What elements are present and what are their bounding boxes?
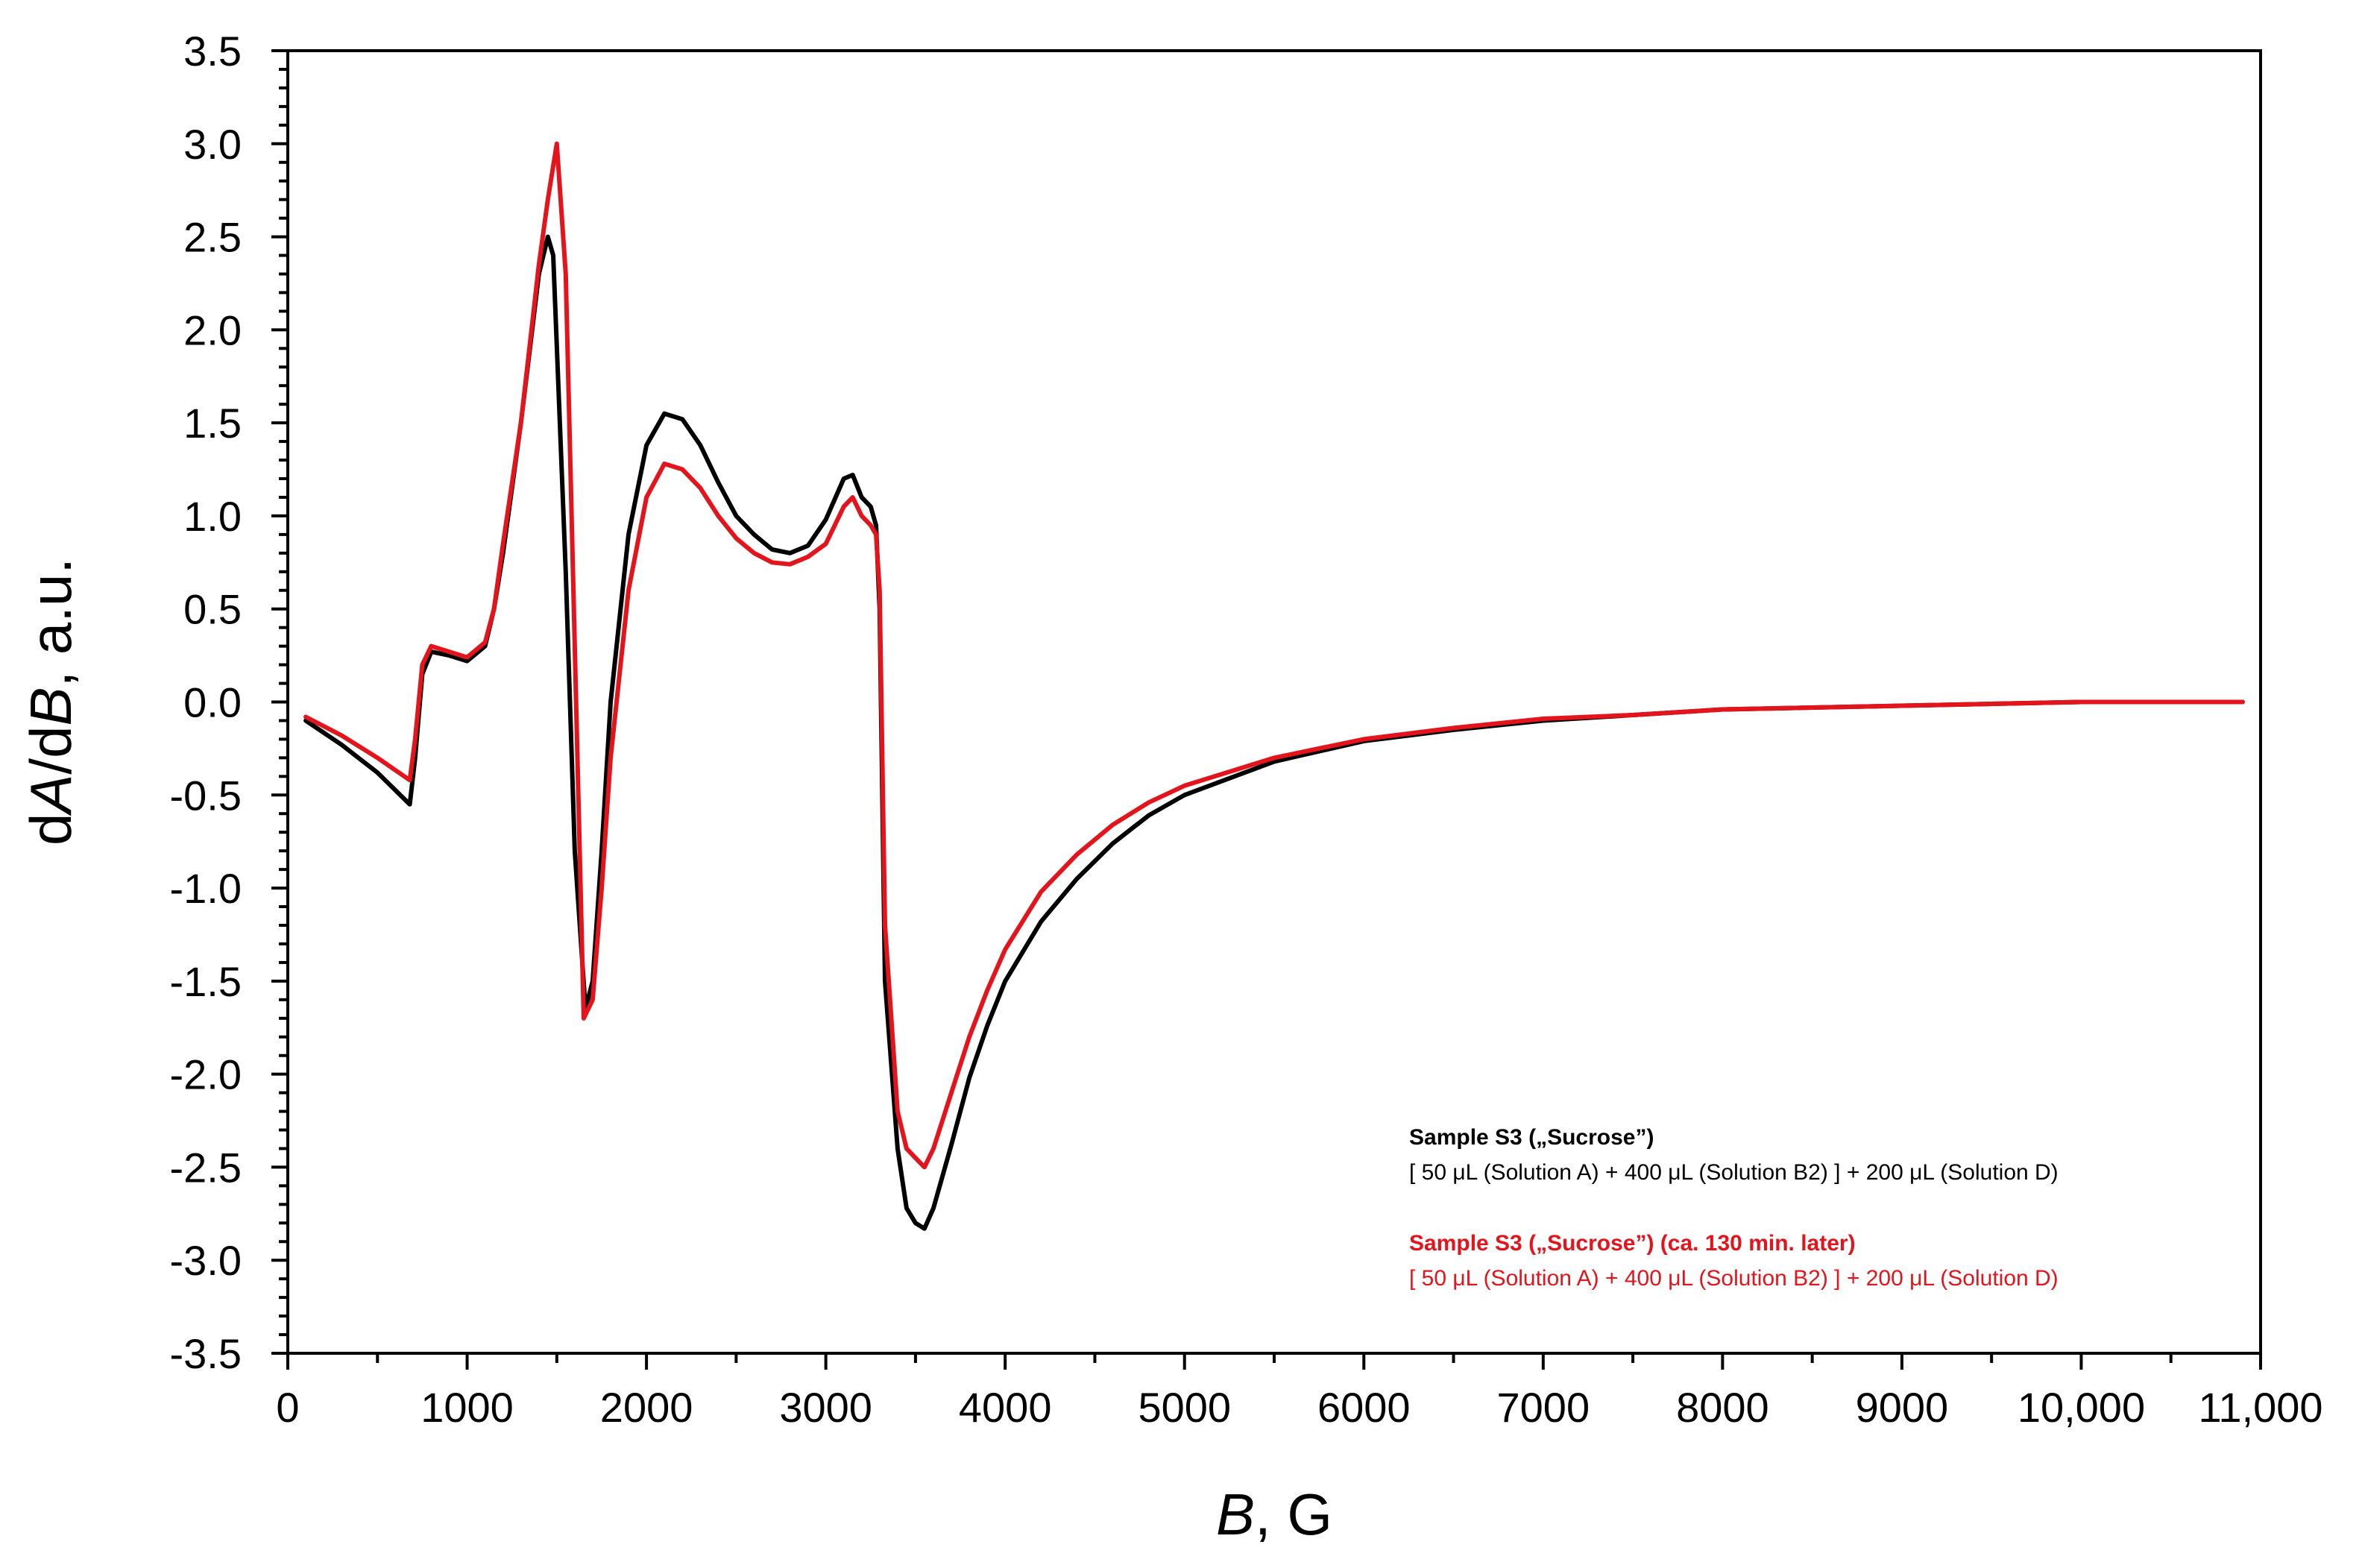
- y-axis-title-part2: A: [18, 775, 84, 816]
- x-tick-label: 6000: [1317, 1384, 1411, 1431]
- series-layer: [303, 141, 2245, 1231]
- x-tick-label: 10,000: [2018, 1384, 2145, 1431]
- y-tick-label: -2.5: [170, 1144, 242, 1191]
- legend-series-2-name: Sample S3 („Sucrose”) (ca. 130 min. late…: [1409, 1231, 1856, 1256]
- x-tick-label: 3000: [779, 1384, 872, 1431]
- axis-tick-labels: 0 1000 2000 3000 4000 5000 6000 7000 8000 9000 10,…: [170, 28, 2323, 1431]
- plot-frame: [286, 49, 2262, 1355]
- y-tick-label: -2.0: [170, 1051, 242, 1098]
- y-tick-label: 2.5: [183, 214, 242, 261]
- y-tick-label: -0.5: [170, 772, 242, 819]
- y-axis-title-part1: d: [18, 813, 84, 846]
- y-axis-title-part3: /d: [18, 726, 84, 775]
- x-tick-label: 1000: [421, 1384, 514, 1431]
- x-tick-label: 5000: [1138, 1384, 1231, 1431]
- axis-ticks: [271, 49, 2262, 1370]
- y-tick-label: 1.5: [183, 400, 242, 447]
- legend-series-2-description: [ 50 μL (Solution A) + 400 μL (Solution …: [1409, 1266, 2059, 1291]
- y-tick-label: 0.5: [183, 586, 242, 633]
- y-axis-title-part5: , a.u.: [18, 558, 84, 687]
- x-tick-label: 11,000: [2198, 1384, 2322, 1431]
- x-tick-label: 0: [276, 1384, 299, 1431]
- y-tick-label: 3.0: [183, 121, 242, 168]
- x-tick-label: 8000: [1676, 1384, 1769, 1431]
- y-axis-title-part4: B: [18, 687, 84, 725]
- x-tick-label: 4000: [959, 1384, 1052, 1431]
- y-tick-label: 1.0: [183, 493, 242, 540]
- x-tick-label: 2000: [600, 1384, 693, 1431]
- legend-series-1-name: Sample S3 („Sucrose”): [1409, 1125, 1654, 1150]
- y-axis-title: dA/dB, a.u.: [18, 558, 84, 846]
- y-tick-label: -1.5: [170, 958, 242, 1005]
- legend: Sample S3 („Sucrose”) [ 50 μL (Solution …: [1409, 1125, 2059, 1291]
- series-line-2: [303, 141, 2245, 1170]
- series-line-1: [303, 234, 2245, 1231]
- y-tick-label: 0.0: [183, 679, 242, 726]
- x-tick-label: 9000: [1856, 1384, 1949, 1431]
- x-axis-title-italic: B: [1216, 1482, 1255, 1547]
- y-tick-label: -3.0: [170, 1237, 242, 1284]
- y-tick-label: -1.0: [170, 865, 242, 912]
- y-tick-label: 3.5: [183, 28, 242, 75]
- x-tick-label: 7000: [1497, 1384, 1590, 1431]
- y-tick-label: -3.5: [170, 1330, 242, 1377]
- y-tick-label: 2.0: [183, 306, 242, 353]
- x-axis-title: B, G: [1216, 1482, 1332, 1547]
- x-axis-title-rest: , G: [1255, 1482, 1332, 1547]
- legend-series-1-description: [ 50 μL (Solution A) + 400 μL (Solution …: [1409, 1160, 2059, 1185]
